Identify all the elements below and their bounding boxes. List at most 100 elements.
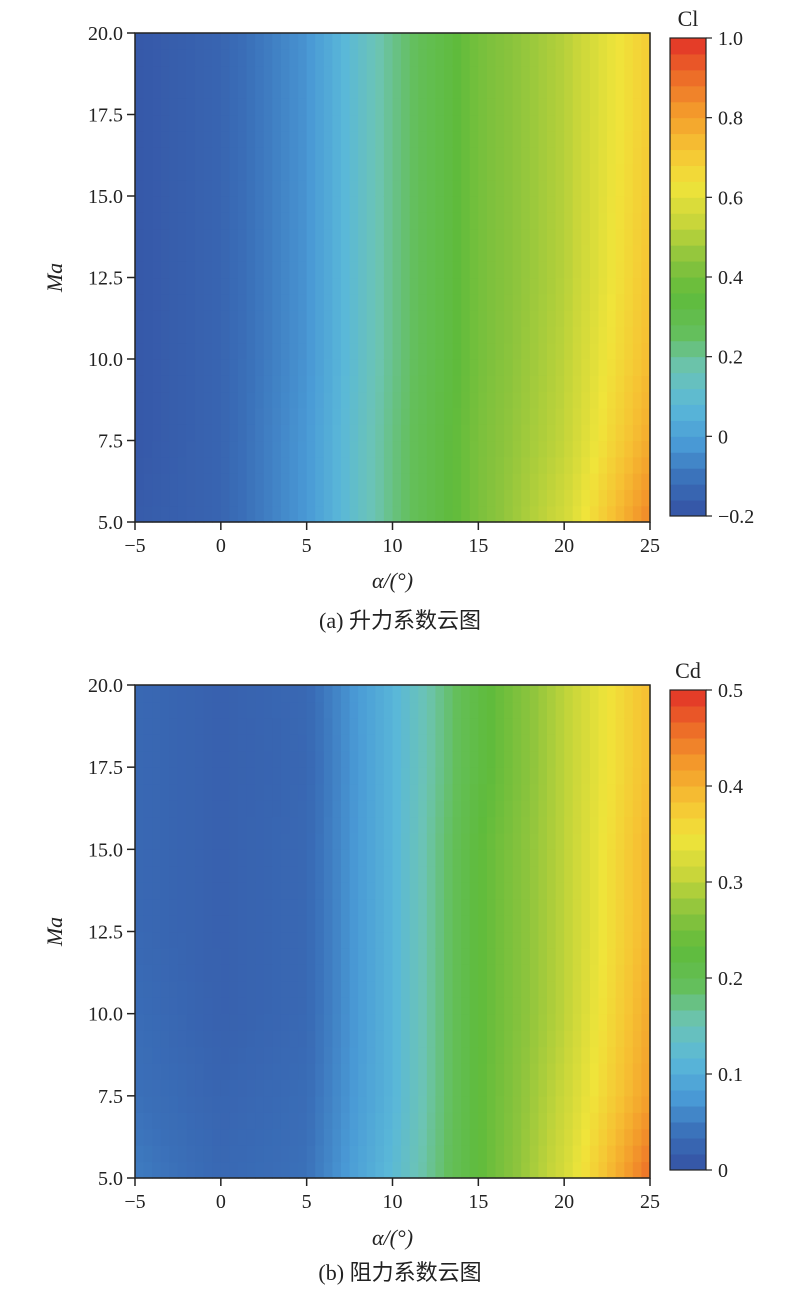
heatmap-cell xyxy=(572,915,582,933)
heatmap-cell xyxy=(589,196,600,213)
heatmap-cell xyxy=(572,964,582,982)
heatmap-cell xyxy=(298,1161,308,1179)
heatmap-cell xyxy=(632,931,643,949)
heatmap-cell xyxy=(349,997,359,1015)
heatmap-cell xyxy=(495,849,505,867)
heatmap-cell xyxy=(607,915,617,933)
heatmap-cell xyxy=(401,849,411,867)
heatmap-cell xyxy=(152,163,162,181)
heatmap-cell xyxy=(238,1013,248,1031)
heatmap-cell xyxy=(564,359,574,376)
heatmap-cell xyxy=(220,717,231,735)
heatmap-cell xyxy=(332,750,342,768)
heatmap-cell xyxy=(615,1013,625,1031)
heatmap-cell xyxy=(272,685,282,703)
heatmap-cell xyxy=(529,1145,540,1163)
heatmap-cell xyxy=(272,849,282,867)
heatmap-cell xyxy=(444,800,454,818)
heatmap-cell xyxy=(349,196,359,213)
heatmap-cell xyxy=(632,33,643,50)
heatmap-cell xyxy=(186,947,196,965)
heatmap-cell xyxy=(392,1145,402,1163)
heatmap-cell xyxy=(143,228,153,246)
heatmap-cell xyxy=(624,310,634,327)
heatmap-cell xyxy=(598,734,608,752)
heatmap-cell xyxy=(341,293,351,311)
heatmap-cell xyxy=(615,212,625,230)
heatmap-cell xyxy=(589,701,600,719)
heatmap-cell xyxy=(220,1128,231,1146)
heatmap-cell xyxy=(152,391,162,409)
heatmap-cell xyxy=(135,980,145,998)
heatmap-cell xyxy=(538,1161,548,1179)
heatmap-cell xyxy=(521,179,531,197)
heatmap-cell xyxy=(461,1046,471,1064)
heatmap-cell xyxy=(323,65,334,83)
heatmap-cell xyxy=(272,1161,282,1179)
heatmap-cell xyxy=(238,816,248,834)
heatmap-cell xyxy=(280,130,291,148)
heatmap-cell xyxy=(435,196,445,213)
heatmap-cell xyxy=(615,244,625,262)
heatmap-cell xyxy=(280,767,291,785)
heatmap-cell xyxy=(220,947,231,965)
heatmap-cell xyxy=(581,947,591,965)
heatmap-cell xyxy=(332,359,342,376)
heatmap-cell xyxy=(418,1145,428,1163)
heatmap-cell xyxy=(315,915,325,933)
heatmap-cell xyxy=(263,277,273,295)
heatmap-cell xyxy=(229,310,239,327)
heatmap-cell xyxy=(341,196,351,213)
heatmap-cell xyxy=(280,456,291,474)
heatmap-cell xyxy=(461,882,471,900)
heatmap-cell xyxy=(186,734,196,752)
heatmap-cell xyxy=(598,196,608,213)
heatmap-cell xyxy=(186,1062,196,1080)
heatmap-cell xyxy=(169,65,179,83)
heatmap-cell xyxy=(238,931,248,949)
heatmap-cell xyxy=(521,391,531,409)
heatmap-cell xyxy=(177,228,188,246)
heatmap-cell xyxy=(444,147,454,164)
heatmap-cell xyxy=(195,310,205,327)
heatmap-cell xyxy=(401,882,411,900)
heatmap-cell xyxy=(203,163,213,181)
heatmap-cell xyxy=(469,701,479,719)
heatmap-cell xyxy=(272,816,282,834)
heatmap-cell xyxy=(624,81,634,99)
heatmap-cell xyxy=(486,1030,497,1048)
heatmap-cell xyxy=(409,473,419,490)
heatmap-cell xyxy=(366,505,376,523)
heatmap-cell xyxy=(581,915,591,933)
heatmap-cell xyxy=(383,65,394,83)
colorbar-tick-label: 0.5 xyxy=(718,680,743,702)
heatmap-cell xyxy=(486,33,497,50)
heatmap-cell xyxy=(203,882,213,900)
heatmap-cell xyxy=(238,391,248,409)
heatmap-cell xyxy=(572,783,582,801)
heatmap-cell xyxy=(452,1013,462,1031)
heatmap-cell xyxy=(186,456,196,474)
heatmap-cell xyxy=(444,326,454,344)
heatmap-cell xyxy=(632,293,643,311)
heatmap-cell xyxy=(615,293,625,311)
heatmap-cell xyxy=(572,49,582,67)
heatmap-cell xyxy=(547,767,557,785)
heatmap-cell xyxy=(177,81,188,99)
heatmap-cell xyxy=(349,65,359,83)
heatmap-cell xyxy=(341,685,351,703)
x-tick-label: 5 xyxy=(302,535,312,557)
heatmap-cell xyxy=(547,391,557,409)
heatmap-cell xyxy=(358,489,368,507)
heatmap-cell xyxy=(332,783,342,801)
heatmap-cell xyxy=(478,196,488,213)
heatmap-cell xyxy=(486,816,497,834)
heatmap-cell xyxy=(529,1079,540,1097)
heatmap-cell xyxy=(152,734,162,752)
heatmap-cell xyxy=(195,750,205,768)
heatmap-cell xyxy=(598,1128,608,1146)
heatmap-cell xyxy=(306,1095,316,1113)
heatmap-cell xyxy=(177,964,188,982)
heatmap-cell xyxy=(632,244,643,262)
